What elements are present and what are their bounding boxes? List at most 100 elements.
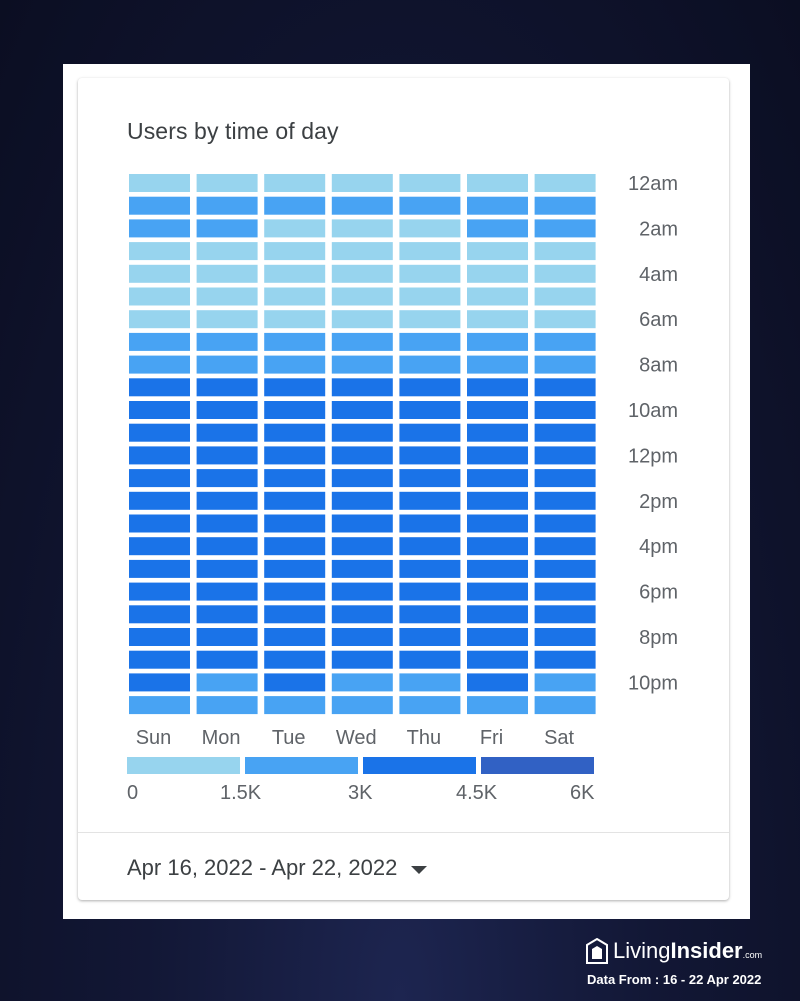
heatmap-cell-thu-9pm[interactable] — [399, 650, 461, 669]
heatmap-cell-sun-1am[interactable] — [129, 196, 190, 215]
heatmap-cell-fri-8pm[interactable] — [467, 628, 528, 646]
heatmap-cell-wed-2pm[interactable] — [331, 491, 393, 510]
heatmap-cell-wed-10pm[interactable] — [331, 673, 393, 692]
heatmap-cell-mon-10am[interactable] — [196, 401, 258, 419]
heatmap-cell-sat-9am[interactable] — [534, 378, 596, 397]
heatmap-cell-tue-2am[interactable] — [264, 219, 326, 238]
heatmap-cell-mon-9am[interactable] — [196, 378, 258, 397]
heatmap-cell-mon-4pm[interactable] — [196, 537, 258, 556]
heatmap-cell-tue-5am[interactable] — [264, 287, 326, 306]
heatmap-cell-tue-12am[interactable] — [264, 174, 326, 192]
heatmap-cell-thu-11pm[interactable] — [399, 696, 461, 715]
heatmap-cell-sun-9pm[interactable] — [129, 650, 190, 669]
heatmap-cell-wed-8pm[interactable] — [331, 628, 393, 646]
heatmap-cell-tue-9pm[interactable] — [264, 650, 326, 669]
heatmap-cell-tue-9am[interactable] — [264, 378, 326, 397]
heatmap-cell-mon-5pm[interactable] — [196, 559, 258, 578]
heatmap-cell-sat-8am[interactable] — [534, 355, 596, 374]
heatmap-cell-wed-11am[interactable] — [331, 423, 393, 442]
heatmap-cell-tue-1pm[interactable] — [264, 469, 326, 488]
heatmap-cell-fri-4am[interactable] — [467, 264, 528, 283]
heatmap-cell-fri-7am[interactable] — [467, 332, 528, 351]
heatmap-cell-fri-12am[interactable] — [467, 174, 528, 192]
heatmap-cell-thu-7am[interactable] — [399, 332, 461, 351]
heatmap-cell-wed-9pm[interactable] — [331, 650, 393, 669]
heatmap-cell-mon-11am[interactable] — [196, 423, 258, 442]
heatmap-cell-sun-11am[interactable] — [129, 423, 190, 442]
heatmap-cell-thu-12pm[interactable] — [399, 446, 461, 465]
heatmap-cell-sat-2pm[interactable] — [534, 491, 596, 510]
heatmap-cell-thu-2am[interactable] — [399, 219, 461, 238]
heatmap-cell-thu-7pm[interactable] — [399, 605, 461, 624]
heatmap-cell-wed-7am[interactable] — [331, 332, 393, 351]
heatmap-cell-thu-10pm[interactable] — [399, 673, 461, 692]
heatmap-cell-mon-11pm[interactable] — [196, 696, 258, 715]
heatmap-cell-fri-11am[interactable] — [467, 423, 528, 442]
heatmap-cell-fri-1pm[interactable] — [467, 469, 528, 488]
heatmap-cell-sun-5pm[interactable] — [129, 559, 190, 578]
heatmap-cell-sat-8pm[interactable] — [534, 628, 596, 646]
heatmap-cell-wed-11pm[interactable] — [331, 696, 393, 715]
heatmap-cell-fri-8am[interactable] — [467, 355, 528, 374]
heatmap-cell-fri-6am[interactable] — [467, 310, 528, 329]
heatmap-cell-sat-12pm[interactable] — [534, 446, 596, 465]
heatmap-cell-thu-2pm[interactable] — [399, 491, 461, 510]
heatmap-cell-fri-3pm[interactable] — [467, 514, 528, 533]
heatmap-cell-mon-10pm[interactable] — [196, 673, 258, 692]
heatmap-cell-tue-2pm[interactable] — [264, 491, 326, 510]
heatmap-cell-wed-5pm[interactable] — [331, 559, 393, 578]
heatmap-cell-fri-9pm[interactable] — [467, 650, 528, 669]
heatmap-cell-thu-1pm[interactable] — [399, 469, 461, 488]
heatmap-cell-sun-6am[interactable] — [129, 310, 190, 329]
heatmap-cell-thu-8am[interactable] — [399, 355, 461, 374]
heatmap-cell-thu-1am[interactable] — [399, 196, 461, 215]
heatmap-cell-tue-3pm[interactable] — [264, 514, 326, 533]
heatmap-cell-tue-7pm[interactable] — [264, 605, 326, 624]
heatmap-cell-thu-10am[interactable] — [399, 401, 461, 419]
heatmap-cell-thu-4am[interactable] — [399, 264, 461, 283]
heatmap-cell-thu-9am[interactable] — [399, 378, 461, 397]
heatmap-cell-sun-2am[interactable] — [129, 219, 190, 238]
heatmap-cell-sun-10pm[interactable] — [129, 673, 190, 692]
heatmap-cell-sun-8pm[interactable] — [129, 628, 190, 646]
heatmap-cell-mon-2pm[interactable] — [196, 491, 258, 510]
heatmap-cell-sat-4am[interactable] — [534, 264, 596, 283]
heatmap-cell-sun-1pm[interactable] — [129, 469, 190, 488]
heatmap-cell-thu-3pm[interactable] — [399, 514, 461, 533]
heatmap-cell-mon-9pm[interactable] — [196, 650, 258, 669]
heatmap-cell-fri-5am[interactable] — [467, 287, 528, 306]
heatmap-cell-tue-8pm[interactable] — [264, 628, 326, 646]
heatmap-cell-tue-10am[interactable] — [264, 401, 326, 419]
heatmap-cell-wed-12am[interactable] — [331, 174, 393, 192]
heatmap-cell-mon-1pm[interactable] — [196, 469, 258, 488]
heatmap-cell-tue-8am[interactable] — [264, 355, 326, 374]
heatmap-cell-sat-7am[interactable] — [534, 332, 596, 351]
heatmap-cell-sat-5pm[interactable] — [534, 559, 596, 578]
date-range-selector[interactable]: Apr 16, 2022 - Apr 22, 2022 — [127, 853, 428, 883]
heatmap-cell-sun-9am[interactable] — [129, 378, 190, 397]
heatmap-cell-thu-6pm[interactable] — [399, 582, 461, 601]
heatmap-cell-wed-3pm[interactable] — [331, 514, 393, 533]
heatmap-cell-fri-4pm[interactable] — [467, 537, 528, 556]
heatmap-cell-fri-6pm[interactable] — [467, 582, 528, 601]
heatmap-cell-sun-3pm[interactable] — [129, 514, 190, 533]
heatmap-cell-sat-12am[interactable] — [534, 174, 596, 192]
heatmap-cell-mon-6pm[interactable] — [196, 582, 258, 601]
heatmap-cell-mon-12am[interactable] — [196, 174, 258, 192]
heatmap-cell-thu-12am[interactable] — [399, 174, 461, 192]
heatmap-cell-tue-5pm[interactable] — [264, 559, 326, 578]
heatmap-cell-sun-11pm[interactable] — [129, 696, 190, 715]
heatmap-cell-fri-12pm[interactable] — [467, 446, 528, 465]
heatmap-cell-thu-8pm[interactable] — [399, 628, 461, 646]
heatmap-cell-wed-10am[interactable] — [331, 401, 393, 419]
heatmap-cell-fri-2am[interactable] — [467, 219, 528, 238]
heatmap-cell-thu-3am[interactable] — [399, 242, 461, 261]
heatmap-cell-sun-3am[interactable] — [129, 242, 190, 261]
heatmap-cell-wed-3am[interactable] — [331, 242, 393, 261]
heatmap-cell-mon-5am[interactable] — [196, 287, 258, 306]
heatmap-cell-tue-6pm[interactable] — [264, 582, 326, 601]
heatmap-cell-sat-3am[interactable] — [534, 242, 596, 261]
heatmap-cell-mon-8am[interactable] — [196, 355, 258, 374]
heatmap-cell-thu-4pm[interactable] — [399, 537, 461, 556]
heatmap-cell-fri-2pm[interactable] — [467, 491, 528, 510]
